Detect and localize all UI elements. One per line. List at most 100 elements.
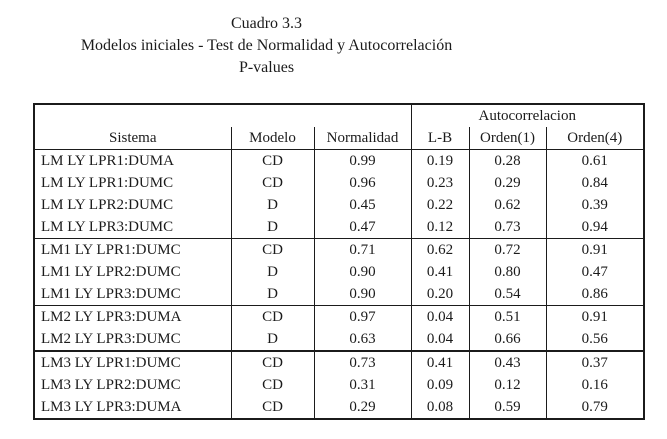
- cell-lb: 0.04: [410, 305, 469, 328]
- cell-modelo: D: [230, 283, 314, 306]
- cell-normalidad: 0.63: [313, 328, 411, 351]
- cell-orden4: 0.79: [545, 396, 645, 419]
- cell-normalidad: 0.73: [313, 350, 411, 374]
- cell-sistema: LM2 LY LPR3:DUMA: [34, 305, 231, 328]
- col-header-sistema: Sistema: [34, 127, 231, 150]
- cell-orden4: 0.37: [545, 350, 645, 374]
- header-autocorrelacion: Autocorrelacion: [410, 104, 645, 127]
- col-header-modelo: Modelo: [230, 127, 314, 150]
- cell-sistema: LM1 LY LPR3:DUMC: [41, 285, 181, 302]
- cell-orden4: 0.86: [545, 283, 645, 306]
- cell-normalidad: 0.31: [313, 374, 411, 396]
- cell-modelo: D: [230, 194, 314, 216]
- table-row: LM LY LPR1:DUMA CD 0.99 0.19 0.28 0.61: [34, 149, 645, 172]
- cell-lb: 0.09: [410, 374, 469, 396]
- cell-lb: 0.12: [410, 216, 469, 239]
- table-row: LM LY LPR3:DUMC D 0.47 0.12 0.73 0.94: [34, 216, 645, 239]
- cell-modelo: CD: [230, 305, 314, 328]
- cell-sistema: LM1 LY LPR1:DUMC: [34, 238, 231, 261]
- table-row: LM LY LPR1:DUMC CD 0.96 0.23 0.29 0.84: [34, 172, 645, 194]
- cell-orden4: 0.94: [545, 216, 645, 239]
- cell-sistema: LM1 LY LPR2:DUMC: [41, 263, 181, 280]
- cell-modelo: CD: [230, 238, 314, 261]
- cell-orden4: 0.39: [545, 194, 645, 216]
- cell-modelo: D: [230, 328, 314, 351]
- table-row: LM2 LY LPR3:DUMA CD 0.97 0.04 0.51 0.91: [34, 305, 645, 328]
- cell-orden1: 0.54: [468, 283, 546, 306]
- cell-normalidad: 0.99: [313, 149, 411, 172]
- cell-orden1: 0.59: [468, 396, 546, 419]
- cell-sistema: LM LY LPR3:DUMC: [41, 218, 174, 235]
- cell-orden1: 0.28: [468, 149, 546, 172]
- cell-sistema: LM2 LY LPR3:DUMC: [41, 330, 181, 347]
- cell-modelo: D: [230, 216, 314, 239]
- cell-normalidad: 0.97: [313, 305, 411, 328]
- header-empty-cell: [34, 104, 411, 127]
- cell-modelo: CD: [230, 374, 314, 396]
- cell-modelo: CD: [230, 149, 314, 172]
- cell-lb: 0.19: [410, 149, 469, 172]
- cell-orden4: 0.91: [545, 238, 645, 261]
- cell-orden1: 0.72: [468, 238, 546, 261]
- col-header-orden1: Orden(1): [468, 127, 546, 150]
- table-row: LM3 LY LPR2:DUMC CD 0.31 0.09 0.12 0.16: [34, 374, 645, 396]
- col-header-normalidad: Normalidad: [313, 127, 411, 150]
- cell-modelo: D: [230, 261, 314, 283]
- cell-orden4: 0.61: [545, 149, 645, 172]
- cell-normalidad: 0.90: [313, 283, 411, 306]
- cell-normalidad: 0.96: [313, 172, 411, 194]
- table-caption: Cuadro 3.3 Modelos iniciales - Test de N…: [0, 13, 533, 79]
- col-header-lb: L-B: [410, 127, 469, 150]
- cell-orden1: 0.51: [468, 305, 546, 328]
- table-row: LM1 LY LPR1:DUMC CD 0.71 0.62 0.72 0.91: [34, 238, 645, 261]
- cell-lb: 0.22: [410, 194, 469, 216]
- table-body: LM LY LPR1:DUMA CD 0.99 0.19 0.28 0.61 LM LY L…: [34, 149, 645, 419]
- results-table: Autocorrelacion Sistema Modelo Normalida…: [33, 103, 646, 420]
- table-row: LM LY LPR2:DUMC D 0.45 0.22 0.62 0.39: [34, 194, 645, 216]
- header-group-row: Autocorrelacion: [34, 104, 645, 127]
- cell-modelo: CD: [230, 172, 314, 194]
- cell-lb: 0.41: [410, 350, 469, 374]
- cell-sistema: LM3 LY LPR3:DUMA: [41, 398, 182, 415]
- table-row: LM1 LY LPR3:DUMC D 0.90 0.20 0.54 0.86: [34, 283, 645, 306]
- col-header-orden4: Orden(4): [545, 127, 645, 150]
- cell-modelo: CD: [230, 350, 314, 374]
- cell-orden1: 0.66: [468, 328, 546, 351]
- cell-sistema: LM3 LY LPR2:DUMC: [41, 376, 181, 393]
- cell-lb: 0.20: [410, 283, 469, 306]
- cell-sistema: LM LY LPR2:DUMC: [41, 196, 174, 213]
- header-row: Sistema Modelo Normalidad L-B Orden(1) O…: [34, 127, 645, 150]
- cell-normalidad: 0.45: [313, 194, 411, 216]
- cell-orden1: 0.73: [468, 216, 546, 239]
- cell-normalidad: 0.90: [313, 261, 411, 283]
- table-row: LM3 LY LPR1:DUMC CD 0.73 0.41 0.43 0.37: [34, 350, 645, 374]
- cell-orden4: 0.47: [545, 261, 645, 283]
- cell-lb: 0.08: [410, 396, 469, 419]
- cell-normalidad: 0.47: [313, 216, 411, 239]
- table-row: LM1 LY LPR2:DUMC D 0.90 0.41 0.80 0.47: [34, 261, 645, 283]
- cell-lb: 0.62: [410, 238, 469, 261]
- cell-modelo: CD: [230, 396, 314, 419]
- cell-lb: 0.41: [410, 261, 469, 283]
- cell-orden1: 0.62: [468, 194, 546, 216]
- cell-normalidad: 0.71: [313, 238, 411, 261]
- cell-orden1: 0.29: [468, 172, 546, 194]
- cell-sistema: LM LY LPR1:DUMA: [41, 152, 174, 169]
- cell-orden4: 0.91: [545, 305, 645, 328]
- cell-orden1: 0.80: [468, 261, 546, 283]
- table-row: LM3 LY LPR3:DUMA CD 0.29 0.08 0.59 0.79: [34, 396, 645, 419]
- cell-sistema: LM3 LY LPR1:DUMC: [34, 350, 231, 374]
- cell-orden1: 0.43: [468, 350, 546, 374]
- cell-normalidad: 0.29: [313, 396, 411, 419]
- caption-subtitle: P-values: [238, 59, 295, 76]
- cell-orden4: 0.16: [545, 374, 645, 396]
- cell-lb: 0.04: [410, 328, 469, 351]
- cell-orden4: 0.56: [545, 328, 645, 351]
- caption-title: Modelos iniciales - Test de Normalidad y…: [80, 37, 453, 54]
- cell-orden1: 0.12: [468, 374, 546, 396]
- cell-orden4: 0.84: [545, 172, 645, 194]
- caption-number: Cuadro 3.3: [230, 15, 303, 32]
- cell-lb: 0.23: [410, 172, 469, 194]
- table-row: LM2 LY LPR3:DUMC D 0.63 0.04 0.66 0.56: [34, 328, 645, 351]
- cell-sistema: LM LY LPR1:DUMC: [41, 174, 174, 191]
